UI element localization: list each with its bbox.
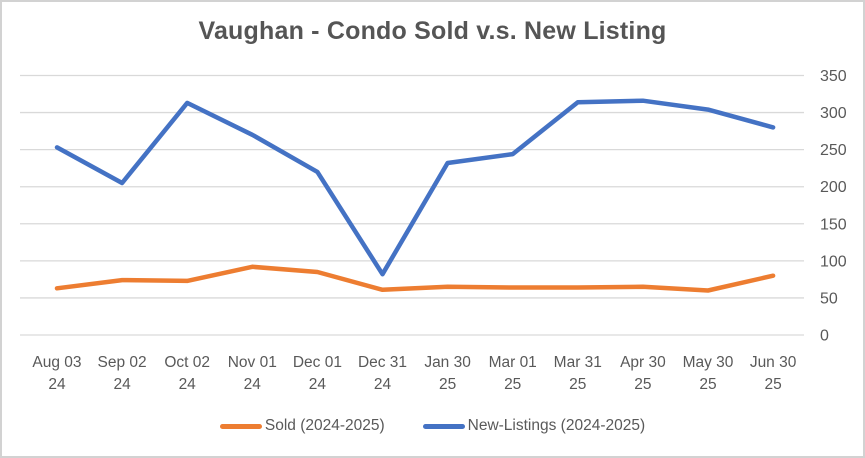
x-axis-tick-label-year: 25: [439, 376, 456, 393]
y-axis-tick-label: 0: [820, 328, 829, 345]
x-axis-tick-label-year: 25: [504, 376, 521, 393]
y-axis-tick-label: 100: [820, 253, 847, 270]
x-axis-tick-label-year: 24: [179, 376, 197, 393]
x-axis-tick-label-date: Dec 01: [293, 354, 342, 371]
x-axis-tick-label-year: 24: [48, 376, 66, 393]
x-axis-tick-label-date: May 30: [683, 354, 734, 371]
x-axis-tick-label-date: Nov 01: [228, 354, 277, 371]
y-axis-tick-label: 50: [820, 290, 838, 307]
x-axis-tick-label-date: Dec 31: [358, 354, 407, 371]
x-axis-tick-label-date: Sep 02: [98, 354, 147, 371]
x-axis-tick-label-year: 24: [113, 376, 131, 393]
x-axis-tick-label-year: 25: [569, 376, 586, 393]
legend-label: Sold (2024-2025): [264, 417, 385, 434]
legend-item-sold-2024-2025: Sold (2024-2025): [219, 417, 385, 435]
y-axis-tick-label: 250: [820, 142, 847, 159]
y-axis-tick-label: 300: [820, 105, 847, 122]
series-line-sold-2024-2025: [54, 264, 776, 293]
legend-item-new-listings-2024-2025: New-Listings (2024-2025): [422, 417, 646, 435]
x-axis-tick-label-date: Mar 31: [554, 354, 602, 371]
chart-title: Vaughan - Condo Sold v.s. New Listing: [198, 17, 667, 45]
series-line-new-listings-2024-2025: [54, 98, 776, 277]
x-axis-tick-label-year: 25: [634, 376, 651, 393]
y-axis-tick-label: 200: [820, 179, 847, 196]
x-axis-tick-label-year: 25: [699, 376, 716, 393]
x-axis-tick-label-date: Apr 30: [620, 354, 666, 371]
x-axis-tick-label-date: Jun 30: [750, 354, 797, 371]
legend-line-swatch-new-listings-2024-2025: [422, 423, 465, 429]
x-axis-tick-label-date: Jan 30: [424, 354, 471, 371]
y-axis-tick-label: 350: [820, 68, 847, 85]
x-axis-tick-label-year: 24: [244, 376, 262, 393]
x-axis-tick-label-date: Aug 03: [32, 354, 81, 371]
x-axis-tick-label-year: 25: [764, 376, 781, 393]
legend-label: New-Listings (2024-2025): [467, 417, 646, 434]
x-axis-tick-label-year: 24: [309, 376, 327, 393]
legend: Sold (2024-2025) New-Listings (2024-2025): [0, 417, 865, 435]
legend-line-swatch-sold-2024-2025: [219, 423, 262, 429]
x-axis-tick-label-date: Mar 01: [489, 354, 537, 371]
y-axis-tick-label: 150: [820, 216, 847, 233]
x-axis-tick-label-year: 24: [374, 376, 392, 393]
x-axis-tick-label-date: Oct 02: [164, 354, 210, 371]
